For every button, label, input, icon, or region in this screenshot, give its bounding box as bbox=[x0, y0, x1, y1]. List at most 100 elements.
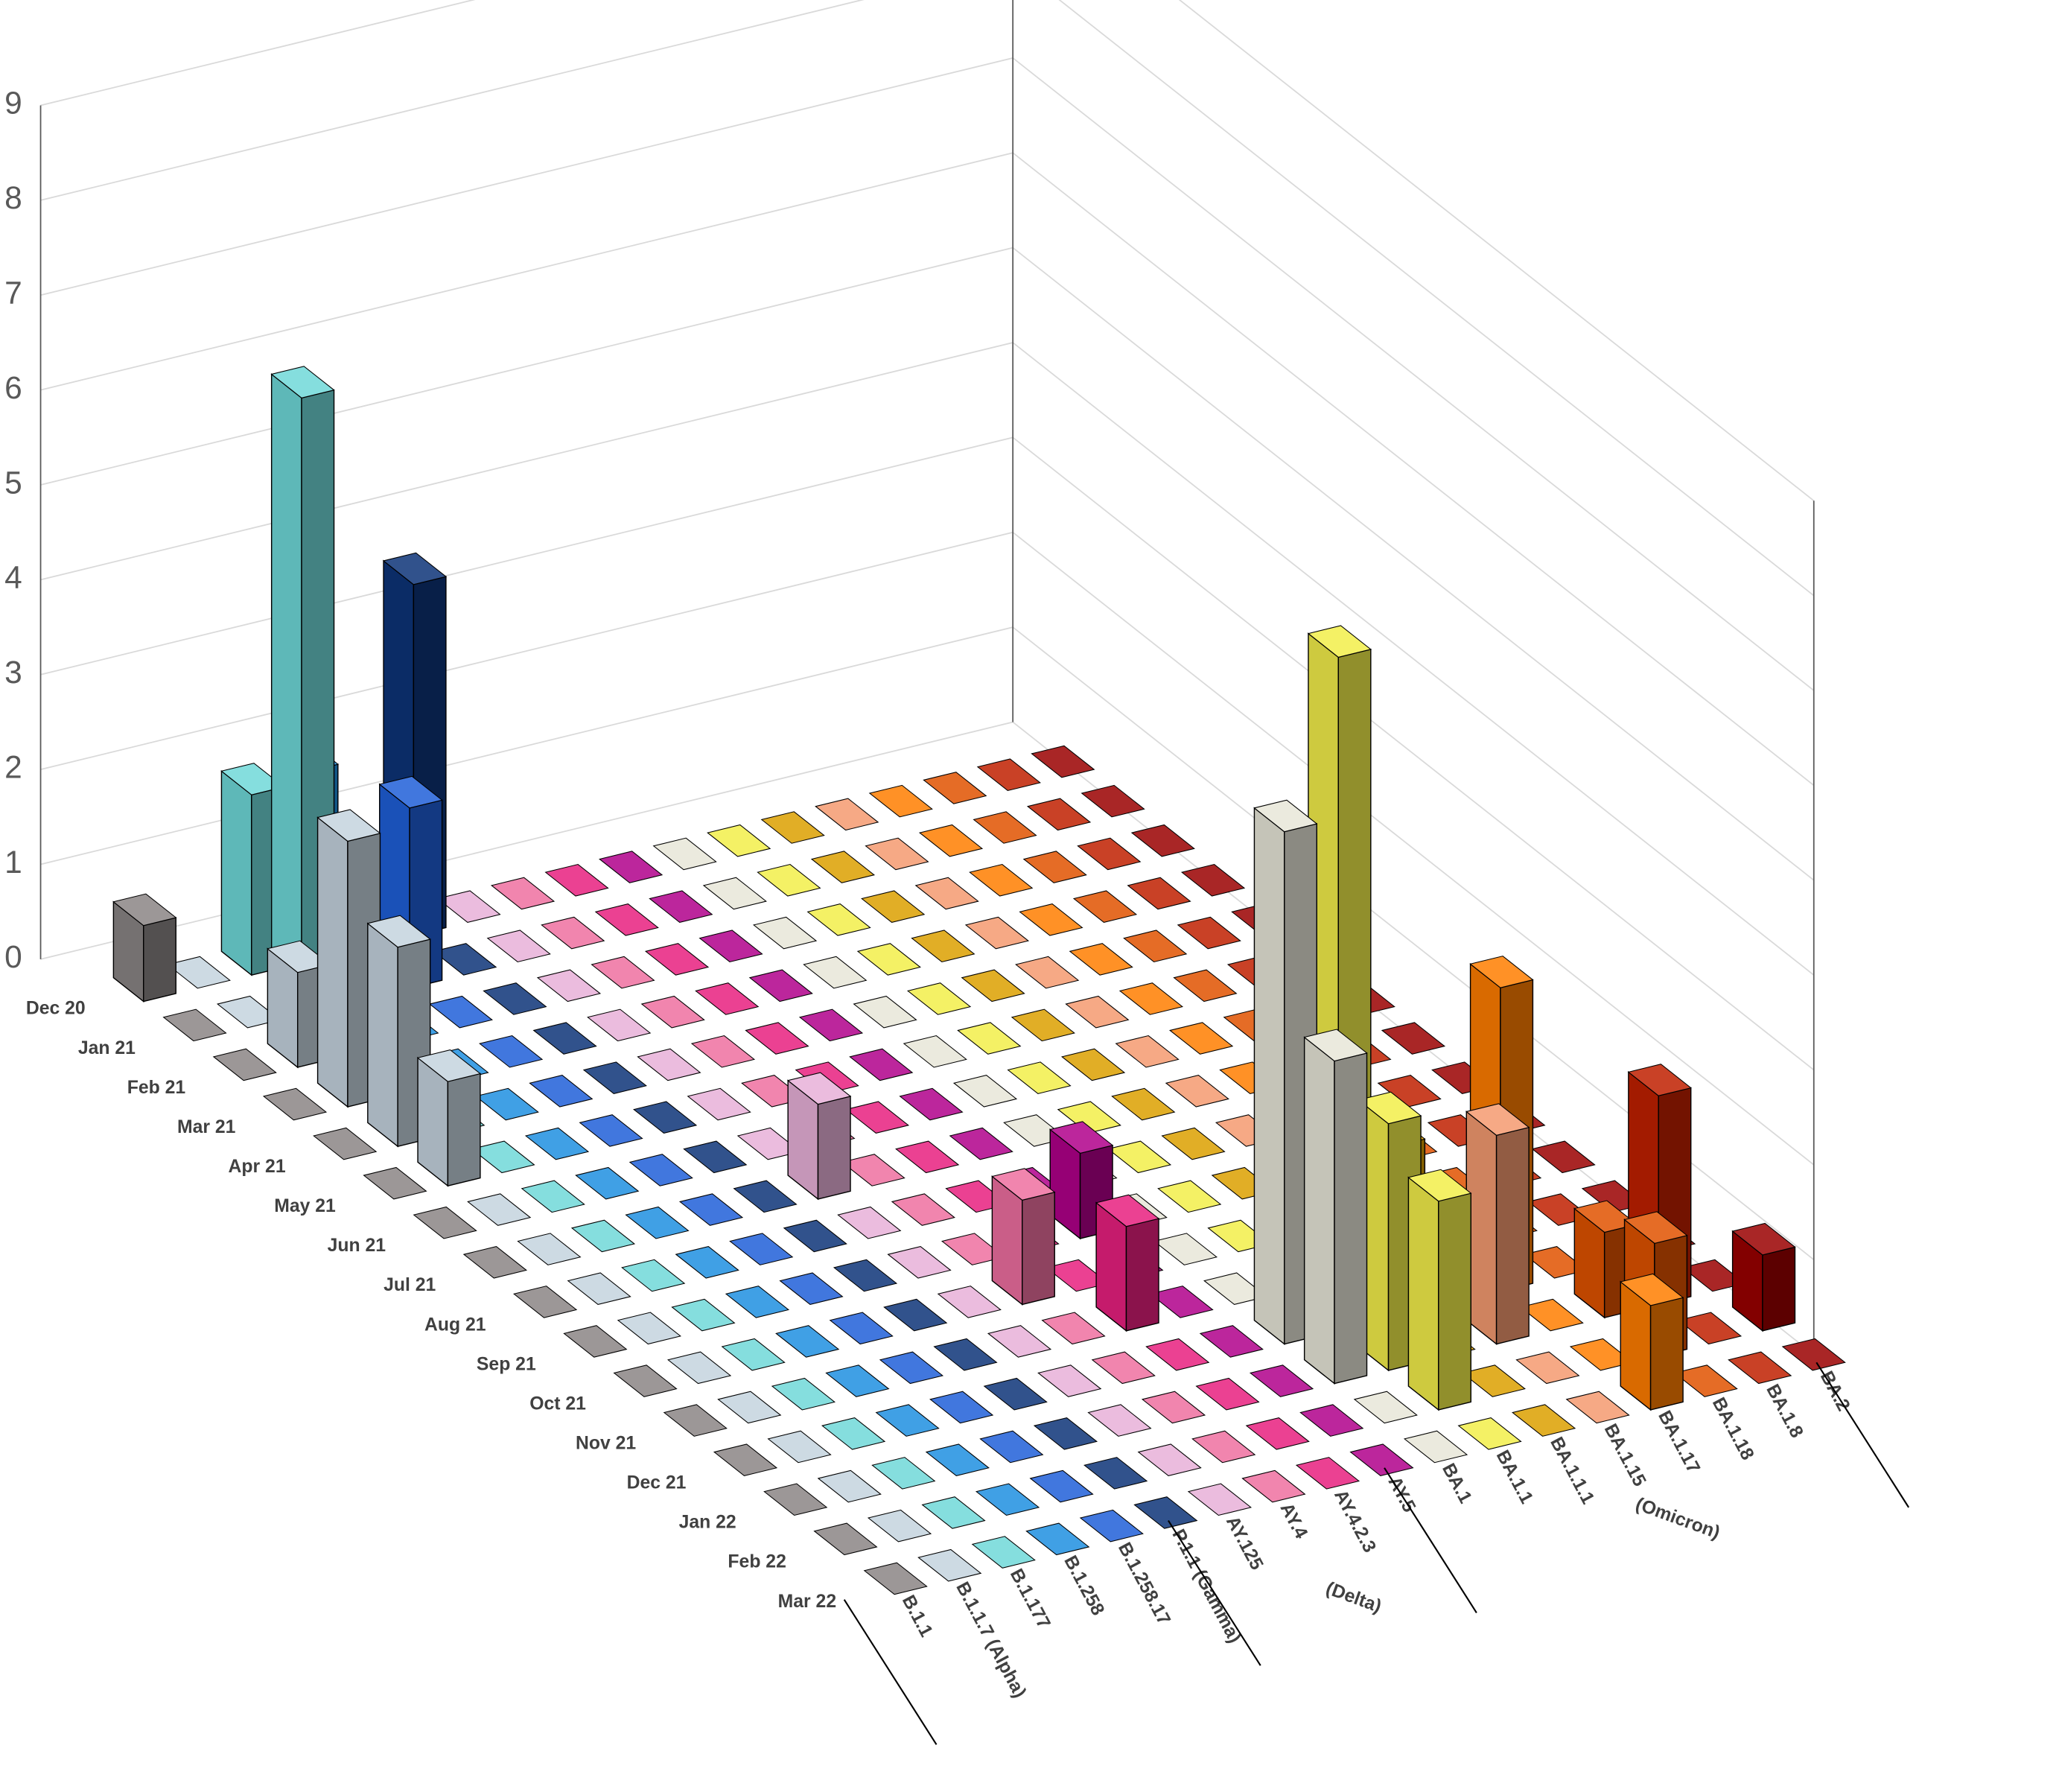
bar bbox=[490, 877, 556, 910]
bar bbox=[582, 1061, 647, 1094]
bar-top bbox=[378, 775, 443, 809]
bar bbox=[575, 1166, 640, 1200]
bar bbox=[570, 1219, 636, 1253]
bar-top bbox=[1118, 982, 1184, 1015]
bar-front bbox=[1022, 1191, 1055, 1306]
variant-label: BA.1.1.1 bbox=[1546, 1434, 1598, 1507]
bar bbox=[1169, 1022, 1234, 1055]
month-label: Nov 21 bbox=[576, 1433, 636, 1453]
bar-top bbox=[1029, 1469, 1094, 1503]
bar bbox=[598, 851, 663, 883]
bar-top bbox=[1620, 1273, 1684, 1306]
bar bbox=[474, 1087, 539, 1121]
bar bbox=[521, 1180, 585, 1213]
bar bbox=[378, 775, 443, 990]
bar-top bbox=[1031, 745, 1095, 778]
bar bbox=[544, 863, 609, 897]
bar-top bbox=[413, 1206, 477, 1239]
bar bbox=[971, 1536, 1036, 1569]
bar bbox=[652, 837, 717, 871]
bar-top bbox=[767, 1430, 832, 1464]
bar-top bbox=[640, 995, 705, 1029]
month-label: Feb 22 bbox=[728, 1552, 786, 1572]
bar bbox=[760, 811, 825, 844]
bar-top bbox=[911, 930, 976, 963]
bar bbox=[713, 1443, 778, 1476]
bar-top bbox=[1519, 1298, 1584, 1332]
month-label: Jun 21 bbox=[328, 1236, 386, 1256]
bar bbox=[166, 956, 231, 989]
bar-top bbox=[1457, 1417, 1522, 1450]
bar bbox=[1019, 903, 1083, 936]
bar-top bbox=[1177, 916, 1241, 950]
bar-top bbox=[702, 877, 767, 910]
bar-top bbox=[1049, 1121, 1114, 1154]
bar bbox=[917, 1548, 982, 1582]
variant-label: B.1.258.17 bbox=[1114, 1540, 1174, 1629]
month-label: Sep 21 bbox=[477, 1354, 536, 1374]
bar bbox=[871, 1457, 936, 1490]
bar-top bbox=[1157, 1180, 1222, 1213]
bar bbox=[863, 1562, 928, 1595]
bar bbox=[1173, 969, 1238, 1003]
bar bbox=[867, 1509, 932, 1542]
bar-top bbox=[863, 1562, 928, 1595]
bar bbox=[1180, 863, 1246, 897]
bar-top bbox=[567, 1272, 631, 1306]
bar-top bbox=[875, 1404, 940, 1437]
bar-top bbox=[914, 877, 979, 910]
bar-top bbox=[1623, 1211, 1688, 1244]
bar bbox=[1519, 1298, 1584, 1332]
bar bbox=[1245, 1417, 1310, 1450]
month-label: Feb 21 bbox=[127, 1078, 186, 1098]
bar bbox=[1249, 1364, 1314, 1397]
bar bbox=[363, 1166, 427, 1200]
bar bbox=[1087, 1404, 1152, 1437]
bar-top bbox=[757, 863, 821, 897]
bar bbox=[725, 1286, 790, 1318]
bar-top bbox=[1145, 1338, 1210, 1371]
bar-top bbox=[628, 1154, 693, 1186]
bar bbox=[779, 1272, 844, 1306]
bar bbox=[763, 1483, 828, 1516]
bar bbox=[717, 1391, 782, 1424]
bar bbox=[467, 1193, 532, 1226]
bar-top bbox=[976, 758, 1041, 792]
group-label: (Omicron) bbox=[1633, 1494, 1722, 1543]
bar-top bbox=[649, 890, 713, 923]
bar bbox=[675, 1246, 739, 1279]
bar bbox=[1299, 1404, 1364, 1437]
bar-top bbox=[490, 877, 556, 910]
bar-top bbox=[752, 916, 818, 950]
bar bbox=[775, 1325, 840, 1358]
bar bbox=[1465, 1103, 1530, 1345]
bar-top bbox=[748, 969, 813, 1003]
grid-line bbox=[40, 0, 1815, 597]
bar bbox=[1137, 1443, 1202, 1476]
bar bbox=[973, 811, 1037, 844]
bar bbox=[683, 1140, 748, 1174]
bar bbox=[817, 1469, 882, 1503]
bar-top bbox=[1130, 824, 1195, 857]
bar-top bbox=[1469, 956, 1534, 988]
bar-top bbox=[1080, 784, 1145, 818]
bar-top bbox=[1241, 1469, 1306, 1503]
bar bbox=[991, 1168, 1056, 1306]
bar-top bbox=[933, 1338, 998, 1371]
bar-top bbox=[416, 1049, 482, 1082]
variant-label: BA.1.18 bbox=[1708, 1394, 1757, 1464]
bar-top bbox=[1111, 1087, 1176, 1121]
bar bbox=[875, 1404, 940, 1437]
variant-label: AY.4.2.3 bbox=[1330, 1487, 1380, 1556]
bar-top bbox=[721, 1338, 786, 1371]
bar-top bbox=[1127, 877, 1191, 910]
bar-top bbox=[871, 1457, 936, 1490]
bar bbox=[462, 1246, 528, 1279]
bar-top bbox=[887, 1246, 952, 1279]
bar-top bbox=[652, 837, 717, 871]
bar bbox=[628, 1154, 693, 1186]
bar-top bbox=[775, 1325, 840, 1358]
bar-top bbox=[698, 930, 763, 963]
group-separator bbox=[843, 1599, 938, 1745]
bar-top bbox=[1195, 1377, 1260, 1411]
